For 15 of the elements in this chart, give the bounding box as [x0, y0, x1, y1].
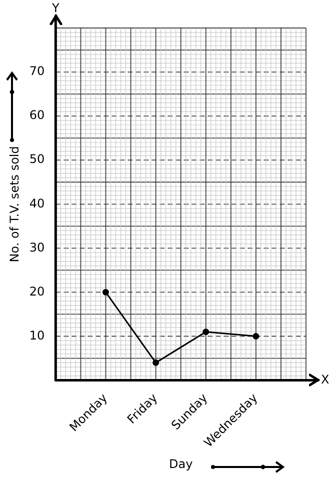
y-axis-title: No. of T.V. sets sold [7, 146, 22, 262]
y-tick-label: 70 [29, 64, 45, 78]
y-tick-label: 30 [29, 240, 45, 254]
y-tick-label: 60 [29, 108, 45, 122]
y-tick-label: 10 [29, 328, 45, 342]
point [202, 328, 210, 336]
y-tick-label: 40 [29, 196, 45, 210]
point [102, 288, 109, 296]
point [252, 333, 260, 340]
text: X [321, 372, 330, 386]
y-tick-label: 50 [29, 152, 45, 166]
x-axis-title: Day [168, 456, 193, 471]
text: Y [51, 1, 60, 16]
y-tick-label: 20 [29, 284, 45, 298]
point [152, 359, 160, 366]
